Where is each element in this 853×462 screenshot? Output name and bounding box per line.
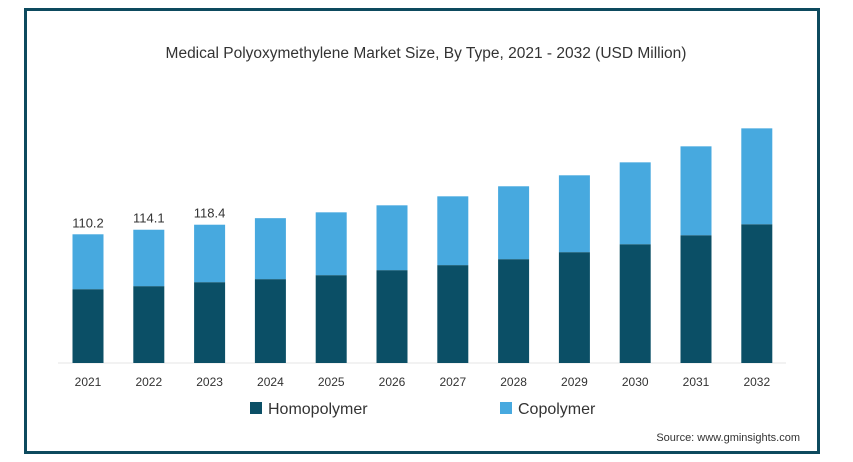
bar-homopolymer-2031 bbox=[680, 235, 712, 363]
bar-copolymer-2027 bbox=[437, 196, 469, 266]
bar-copolymer-2029 bbox=[558, 175, 590, 253]
bar-copolymer-2021 bbox=[72, 234, 104, 290]
bar-homopolymer-2029 bbox=[558, 252, 590, 363]
legend-label-homopolymer: Homopolymer bbox=[268, 401, 368, 418]
x-tick-label: 2021 bbox=[75, 375, 102, 389]
bar-homopolymer-2023 bbox=[194, 282, 226, 363]
bar-homopolymer-2026 bbox=[376, 270, 408, 363]
x-tick-label: 2028 bbox=[500, 375, 527, 389]
bar-copolymer-2023 bbox=[194, 224, 226, 283]
bar-copolymer-2028 bbox=[498, 186, 530, 260]
x-tick-label: 2027 bbox=[439, 375, 466, 389]
x-tick-label: 2022 bbox=[135, 375, 162, 389]
bar-copolymer-2032 bbox=[741, 128, 773, 225]
legend: Homopolymer Copolymer bbox=[250, 401, 596, 418]
x-tick-label: 2031 bbox=[683, 375, 710, 389]
x-tick-label: 2029 bbox=[561, 375, 588, 389]
x-tick-label: 2025 bbox=[318, 375, 345, 389]
data-label-2022: 114.1 bbox=[133, 211, 165, 226]
x-tick-label: 2023 bbox=[196, 375, 223, 389]
x-tick-label: 2026 bbox=[379, 375, 406, 389]
data-label-2021: 110.2 bbox=[72, 215, 104, 230]
bar-copolymer-2031 bbox=[680, 146, 712, 236]
bar-homopolymer-2025 bbox=[315, 275, 347, 363]
bar-copolymer-2024 bbox=[254, 218, 286, 280]
x-tick-label: 2024 bbox=[257, 375, 284, 389]
bar-copolymer-2026 bbox=[376, 205, 408, 271]
legend-swatch-copolymer bbox=[500, 402, 512, 414]
chart-title: Medical Polyoxymethylene Market Size, By… bbox=[166, 45, 687, 62]
bar-copolymer-2025 bbox=[315, 212, 347, 276]
bar-homopolymer-2024 bbox=[254, 279, 286, 363]
bar-homopolymer-2028 bbox=[498, 259, 530, 363]
bar-homopolymer-2021 bbox=[72, 289, 104, 363]
bar-homopolymer-2032 bbox=[741, 224, 773, 363]
data-label-2023: 118.4 bbox=[194, 206, 226, 221]
bar-homopolymer-2027 bbox=[437, 265, 469, 363]
legend-swatch-homopolymer bbox=[250, 402, 262, 414]
bar-copolymer-2022 bbox=[133, 229, 165, 287]
legend-label-copolymer: Copolymer bbox=[518, 401, 596, 418]
x-tick-label: 2032 bbox=[743, 375, 770, 389]
bar-copolymer-2030 bbox=[619, 162, 651, 245]
x-tick-label: 2030 bbox=[622, 375, 649, 389]
bar-homopolymer-2022 bbox=[133, 286, 165, 363]
bar-homopolymer-2030 bbox=[619, 244, 651, 363]
source-note: Source: www.gminsights.com bbox=[656, 432, 800, 444]
